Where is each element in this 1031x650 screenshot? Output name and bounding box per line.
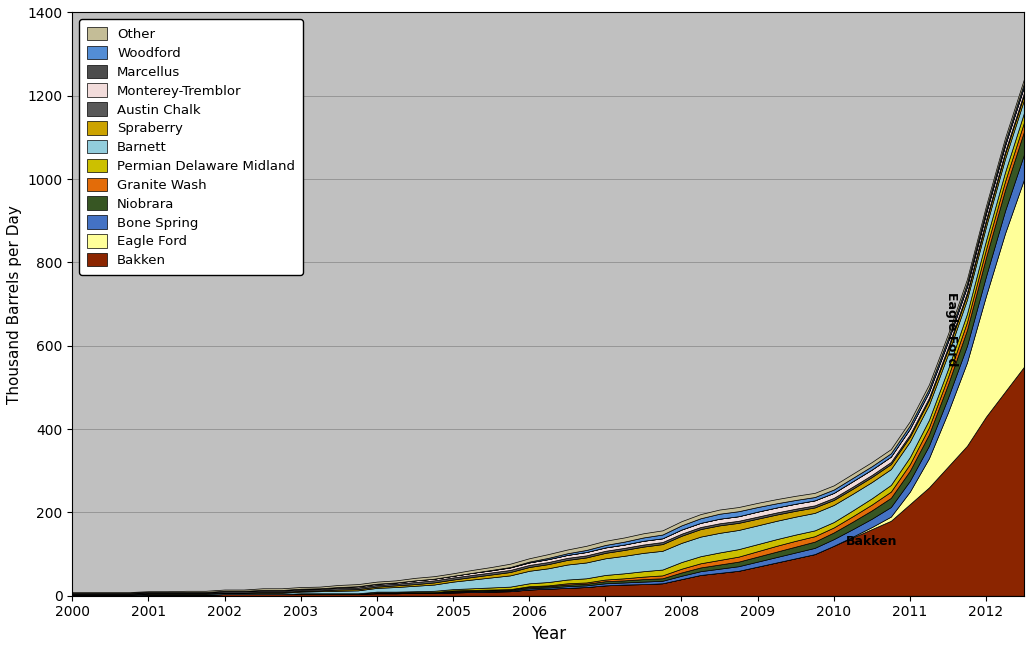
Text: Bakken: Bakken [846, 535, 898, 548]
X-axis label: Year: Year [531, 625, 566, 643]
Legend: Other, Woodford, Marcellus, Monterey-Tremblor, Austin Chalk, Spraberry, Barnett,: Other, Woodford, Marcellus, Monterey-Tre… [79, 19, 303, 275]
Text: Eagle Ford: Eagle Ford [945, 292, 958, 367]
Y-axis label: Thousand Barrels per Day: Thousand Barrels per Day [7, 205, 22, 404]
